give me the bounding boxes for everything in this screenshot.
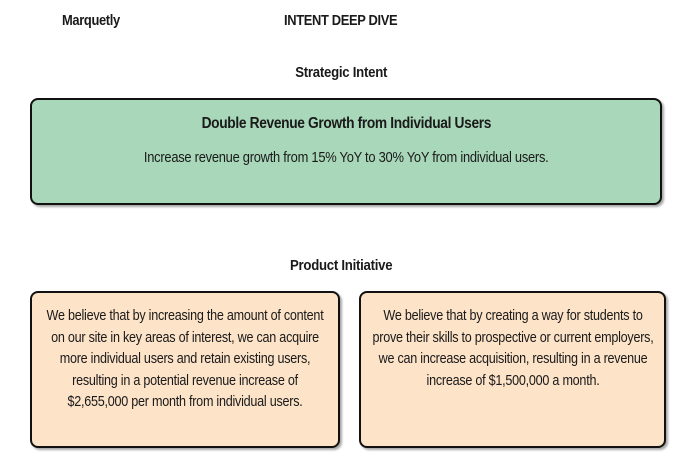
page-title: INTENT DEEP DIVE (284, 12, 398, 29)
strategic-intent-heading: Strategic Intent (0, 64, 683, 81)
product-initiative-heading: Product Initiative (0, 257, 683, 274)
product-initiative-text: We believe that by increasing the amount… (46, 307, 324, 410)
strategic-intent-card: Double Revenue Growth from Individual Us… (30, 98, 662, 205)
brand-name: Marquetly (62, 12, 120, 29)
strategic-intent-heading-label: Strategic Intent (295, 64, 388, 81)
product-initiative-card: We believe that by increasing the amount… (30, 291, 340, 448)
strategic-intent-description-label: Increase revenue growth from 15% YoY to … (143, 149, 549, 166)
product-initiative-card: We believe that by creating a way for st… (359, 291, 666, 448)
strategic-intent-description: Increase revenue growth from 15% YoY to … (32, 149, 660, 166)
strategic-intent-title-label: Double Revenue Growth from Individual Us… (201, 115, 491, 132)
product-initiative-text: We believe that by creating a way for st… (372, 307, 653, 389)
strategic-intent-title: Double Revenue Growth from Individual Us… (32, 115, 660, 133)
product-initiative-heading-label: Product Initiative (290, 257, 393, 274)
